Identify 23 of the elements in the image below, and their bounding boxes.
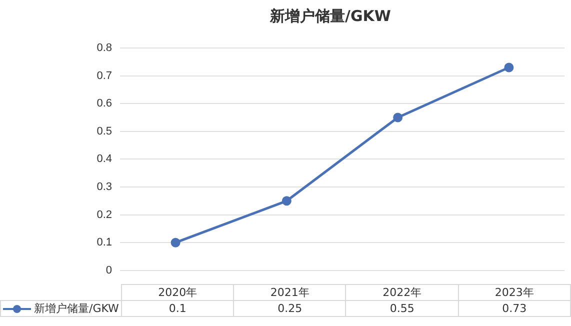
point bbox=[393, 112, 403, 122]
point bbox=[504, 62, 514, 72]
y-tick-label: 0.1 bbox=[96, 236, 112, 249]
data-label: 0.55 bbox=[346, 300, 458, 316]
y-tick-label: 0.4 bbox=[96, 153, 112, 166]
point bbox=[282, 196, 292, 206]
chart-title: 新增户储量/GKW bbox=[269, 6, 392, 25]
y-tick-label: 0.6 bbox=[96, 98, 112, 110]
x-tick-label: 2021年 bbox=[234, 284, 346, 300]
data-label: 0.73 bbox=[458, 300, 570, 316]
x-tick-label: 2020年 bbox=[121, 284, 234, 300]
y-tick-label: 0.5 bbox=[96, 125, 112, 138]
y-tick-label: 0.2 bbox=[96, 208, 112, 221]
y-tick-label: 0.7 bbox=[96, 70, 112, 82]
data-label: 0.25 bbox=[234, 300, 346, 316]
data-label: 0.1 bbox=[121, 300, 234, 316]
point bbox=[170, 238, 180, 248]
legend-label: 新增户储量/GKW bbox=[34, 302, 119, 315]
x-tick-label: 2023年 bbox=[458, 284, 570, 300]
x-tick-label: 2022年 bbox=[346, 284, 458, 300]
y-tick-label: 0 bbox=[106, 264, 112, 276]
y-tick-label: 0.8 bbox=[96, 42, 112, 54]
y-tick-label: 0.3 bbox=[96, 181, 112, 194]
